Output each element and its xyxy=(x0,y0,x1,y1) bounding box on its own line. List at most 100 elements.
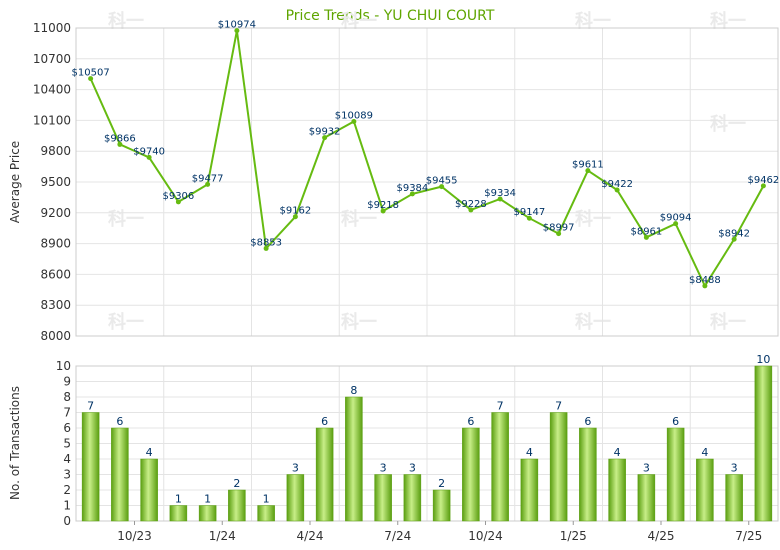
transactions-data-label: 4 xyxy=(614,446,621,459)
price-data-label: $9866 xyxy=(104,133,136,144)
price-point xyxy=(439,184,445,190)
price-data-label: $10974 xyxy=(218,20,256,31)
price-data-label: $8961 xyxy=(630,226,662,237)
transactions-bar xyxy=(754,365,773,522)
price-point xyxy=(205,181,211,187)
transactions-y-tick-label: 4 xyxy=(63,452,71,466)
price-point xyxy=(322,135,328,141)
watermark-text: 科一 xyxy=(341,10,377,32)
transactions-data-label: 3 xyxy=(380,462,387,475)
transactions-data-label: 1 xyxy=(204,493,211,506)
transactions-data-label: 4 xyxy=(701,446,708,459)
price-line-panel: 8000 8300 8600 8900 9200 9500 9800 10100 10400 10… xyxy=(33,20,779,343)
price-point xyxy=(468,207,474,213)
transactions-data-label: 1 xyxy=(175,493,182,506)
watermark-text: 科一 xyxy=(341,311,377,333)
transactions-bar xyxy=(462,427,480,522)
price-y-tick-label: 9200 xyxy=(40,206,71,220)
price-point xyxy=(409,191,415,197)
transactions-y-tick-label: 3 xyxy=(63,468,71,482)
transactions-bar xyxy=(198,505,217,522)
transactions-data-label: 3 xyxy=(292,462,299,475)
transactions-data-label: 7 xyxy=(497,400,504,413)
price-y-tick-label: 11000 xyxy=(33,21,71,35)
transactions-bar xyxy=(111,427,129,522)
transactions-data-label: 4 xyxy=(146,446,153,459)
price-point xyxy=(117,141,123,147)
price-data-label: $8488 xyxy=(689,275,721,286)
price-y-axis-title: Average Price xyxy=(8,141,22,223)
price-y-tick-label: 10100 xyxy=(33,113,71,127)
price-data-label: $8997 xyxy=(543,223,575,234)
price-point xyxy=(760,183,766,189)
watermark-text: 科一 xyxy=(575,10,611,32)
x-tick-label: 7/25 xyxy=(735,529,762,543)
price-data-label: $9384 xyxy=(396,183,428,194)
price-data-label: $9932 xyxy=(309,127,341,138)
price-data-label: $9094 xyxy=(660,213,692,224)
price-data-label: $10089 xyxy=(335,111,373,122)
price-data-label: $9455 xyxy=(426,176,458,187)
price-point xyxy=(614,187,620,193)
transactions-bar xyxy=(374,474,392,522)
price-y-tick-label: 9500 xyxy=(40,175,71,189)
transactions-y-axis-title: No. of Transactions xyxy=(8,386,22,500)
price-data-label: $9477 xyxy=(192,173,224,184)
watermark-text: 科一 xyxy=(108,10,144,32)
transactions-bar xyxy=(666,427,685,522)
price-point xyxy=(497,196,503,202)
transactions-bar xyxy=(169,505,188,522)
price-y-tick-label: 10700 xyxy=(33,52,71,66)
price-y-tick-label: 8600 xyxy=(40,267,71,281)
price-data-label: $9611 xyxy=(572,160,604,171)
transactions-bar xyxy=(491,412,509,522)
transactions-y-tick-label: 2 xyxy=(63,483,71,497)
transactions-bar xyxy=(637,474,656,522)
transactions-data-label: 7 xyxy=(555,400,562,413)
price-point xyxy=(351,119,357,125)
transactions-data-label: 7 xyxy=(87,400,94,413)
transactions-bar xyxy=(81,412,100,522)
transactions-bar xyxy=(257,505,275,522)
transactions-data-label: 6 xyxy=(467,415,474,428)
x-tick-label: 10/24 xyxy=(468,529,503,543)
transactions-y-tick-label: 1 xyxy=(63,499,71,513)
transactions-bar xyxy=(432,489,451,522)
transactions-data-label: 2 xyxy=(438,477,445,490)
price-point xyxy=(234,28,240,34)
transactions-data-label: 6 xyxy=(584,415,591,428)
price-point xyxy=(175,199,181,205)
transactions-bar xyxy=(608,458,626,522)
price-point xyxy=(88,76,94,82)
transactions-y-tick-label: 6 xyxy=(63,421,71,435)
price-data-label: $9740 xyxy=(133,146,165,157)
price-plot-frame xyxy=(75,27,779,337)
price-data-label: $9228 xyxy=(455,199,487,210)
price-point xyxy=(263,245,269,251)
transactions-bar xyxy=(228,489,246,522)
price-y-tick-label: 8900 xyxy=(40,237,71,251)
price-data-label: $9147 xyxy=(513,207,545,218)
price-data-label: $9334 xyxy=(484,188,516,199)
x-tick-label: 4/25 xyxy=(648,529,675,543)
transactions-bar xyxy=(725,474,743,522)
chart-title: Price Trends - YU CHUI COURT xyxy=(286,8,495,24)
transactions-y-tick-label: 0 xyxy=(63,514,71,528)
price-data-label: $9306 xyxy=(162,191,194,202)
x-tick-label: 1/24 xyxy=(209,529,236,543)
transactions-data-label: 4 xyxy=(526,446,533,459)
price-point xyxy=(380,208,386,214)
transactions-y-tick-label: 10 xyxy=(56,359,71,373)
transactions-bar xyxy=(315,427,334,522)
transactions-data-label: 3 xyxy=(643,462,650,475)
price-data-label: $10507 xyxy=(72,68,110,79)
transactions-y-tick-label: 9 xyxy=(63,375,71,389)
transactions-y-tick-label: 7 xyxy=(63,406,71,420)
price-data-label: $9422 xyxy=(601,179,633,190)
price-data-label: $8942 xyxy=(718,228,750,239)
transactions-bar xyxy=(140,458,158,522)
price-y-tick-label: 8000 xyxy=(40,329,71,343)
x-tick-label: 4/24 xyxy=(297,529,324,543)
